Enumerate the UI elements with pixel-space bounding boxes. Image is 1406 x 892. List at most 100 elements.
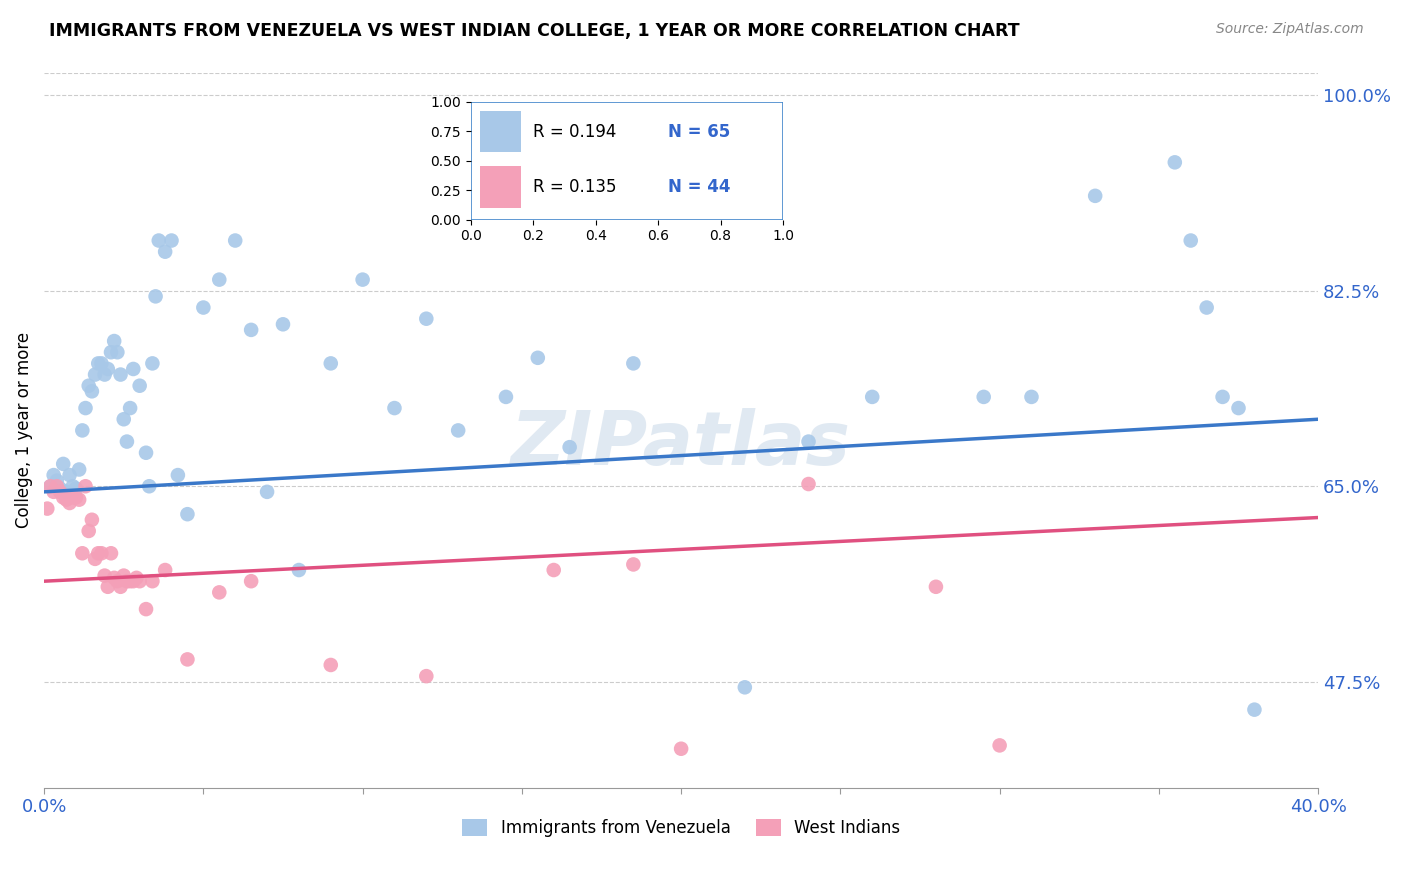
Point [415,669,437,683]
Point [1243,703,1265,717]
Point [240,323,263,337]
Point [110,580,132,594]
Point [153,563,176,577]
Point [105,345,128,359]
Point [55,492,77,507]
Point [52,491,75,505]
Point [39,479,62,493]
Point [39,479,62,493]
Point [543,563,565,577]
Point [120,401,142,415]
Point [55,484,77,499]
Point [527,351,550,365]
Point [558,440,581,454]
Point [103,334,125,348]
Point [120,574,142,589]
Point [84,552,107,566]
Point [45,479,67,493]
Point [37,501,59,516]
Point [100,546,122,560]
Point [97,580,120,594]
Legend: Immigrants from Venezuela, West Indians: Immigrants from Venezuela, West Indians [456,813,907,844]
Point [115,434,138,449]
Point [973,390,995,404]
Point [100,345,122,359]
Point [224,234,246,248]
Point [141,356,163,370]
Point [67,492,90,507]
Point [1212,390,1234,404]
Point [72,546,94,560]
Point [208,272,231,286]
Point [256,484,278,499]
Point [128,574,150,589]
Point [193,301,215,315]
Point [42,468,65,483]
Point [49,482,72,496]
Point [153,244,176,259]
Point [797,434,820,449]
Point [797,477,820,491]
Point [97,362,120,376]
Point [90,546,112,560]
Point [105,574,128,589]
Point [65,491,87,505]
Point [288,563,311,577]
Point [495,390,517,404]
Point [122,574,145,589]
Point [160,234,183,248]
Point [415,311,437,326]
Point [87,546,110,560]
Point [141,574,163,589]
Point [621,558,644,572]
Point [384,401,406,415]
Point [77,524,100,538]
Point [84,368,107,382]
Point [669,741,692,756]
Point [75,479,97,493]
Point [138,479,160,493]
Point [148,234,170,248]
Point [128,378,150,392]
Point [176,652,198,666]
Point [80,513,103,527]
Point [122,362,145,376]
Point [271,318,294,332]
Point [988,739,1011,753]
Point [176,507,198,521]
Point [103,571,125,585]
Point [1021,390,1043,404]
Text: ZIPatlas: ZIPatlas [512,409,851,481]
Point [58,468,80,483]
Text: Source: ZipAtlas.com: Source: ZipAtlas.com [1216,22,1364,37]
Point [1164,155,1187,169]
Y-axis label: College, 1 year or more: College, 1 year or more [15,333,32,528]
Point [135,602,157,616]
Point [110,368,132,382]
Point [65,482,87,496]
Point [90,356,112,370]
Point [145,289,167,303]
Point [87,356,110,370]
Point [115,574,138,589]
Point [208,585,231,599]
Point [112,412,135,426]
Point [80,384,103,399]
Point [112,568,135,582]
Point [734,681,756,695]
Point [42,484,65,499]
Point [45,474,67,488]
Point [52,457,75,471]
Point [62,491,84,505]
Point [860,390,883,404]
Text: IMMIGRANTS FROM VENEZUELA VS WEST INDIAN COLLEGE, 1 YEAR OR MORE CORRELATION CHA: IMMIGRANTS FROM VENEZUELA VS WEST INDIAN… [49,22,1019,40]
Point [67,462,90,476]
Point [135,446,157,460]
Point [240,574,263,589]
Point [58,496,80,510]
Point [125,571,148,585]
Point [621,356,644,370]
Point [447,424,470,438]
Point [75,401,97,415]
Point [352,272,374,286]
